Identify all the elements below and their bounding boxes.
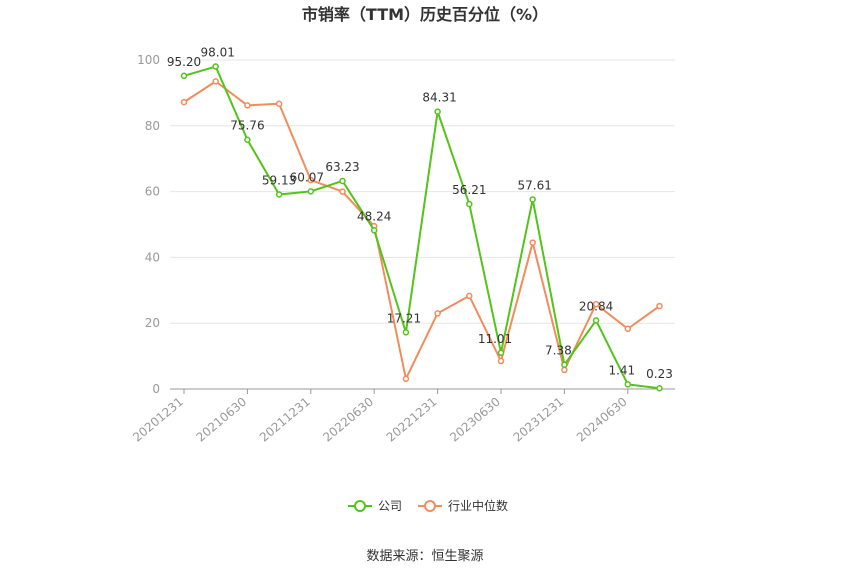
point-series-1 bbox=[434, 310, 441, 317]
point-series-1 bbox=[244, 102, 251, 109]
point-series-0 bbox=[656, 384, 663, 392]
point-series-0 bbox=[307, 188, 315, 195]
data-label: 20.84 bbox=[579, 299, 613, 313]
data-label: 56.21 bbox=[452, 183, 486, 197]
point-series-1 bbox=[275, 100, 283, 108]
data-label: 98.01 bbox=[201, 46, 235, 60]
point-series-1 bbox=[656, 302, 663, 310]
legend-label: 公司 bbox=[378, 499, 402, 513]
point-series-1 bbox=[529, 239, 536, 246]
point-series-1 bbox=[212, 78, 219, 85]
y-tick-label: 20 bbox=[145, 316, 160, 330]
point-series-0 bbox=[180, 72, 188, 80]
data-label: 63.23 bbox=[325, 160, 359, 174]
grid bbox=[170, 59, 675, 324]
data-label: 75.76 bbox=[230, 119, 264, 133]
point-series-1 bbox=[339, 188, 346, 195]
y-tick-label: 100 bbox=[137, 53, 160, 67]
point-series-1 bbox=[624, 325, 632, 333]
point-series-1 bbox=[497, 357, 505, 365]
point-series-0 bbox=[466, 200, 473, 208]
source-note: 数据来源：恒生聚源 bbox=[366, 549, 483, 564]
legend-marker bbox=[354, 500, 366, 512]
point-series-0 bbox=[370, 227, 378, 234]
point-series-0 bbox=[402, 329, 410, 336]
y-tick-label: 40 bbox=[145, 250, 160, 264]
legend[interactable]: 公司 行业中位数 bbox=[348, 498, 508, 513]
x-tick-label: 20220630 bbox=[320, 395, 376, 445]
point-series-0 bbox=[529, 196, 536, 203]
series-layer bbox=[180, 63, 663, 392]
series-line-1 bbox=[183, 80, 661, 380]
y-axis: 0 20 40 60 80 100 bbox=[137, 53, 160, 396]
point-series-1 bbox=[307, 176, 315, 184]
series-line-0 bbox=[183, 65, 660, 390]
data-label: 84.31 bbox=[422, 91, 456, 105]
data-label: 48.24 bbox=[357, 209, 391, 223]
point-series-0 bbox=[212, 63, 219, 70]
chart-title: 市销率（TTM）历史百分位（%） bbox=[302, 5, 548, 24]
legend-item-0[interactable]: 公司 bbox=[348, 499, 402, 513]
data-label: 57.61 bbox=[518, 178, 552, 192]
point-series-1 bbox=[561, 366, 568, 374]
x-tick-label: 20201231 bbox=[130, 395, 186, 445]
point-series-0 bbox=[434, 108, 441, 115]
point-series-0 bbox=[244, 136, 251, 143]
data-label: 1.41 bbox=[608, 363, 635, 377]
data-label: 60.07 bbox=[290, 170, 324, 184]
y-tick-label: 60 bbox=[145, 185, 160, 199]
x-tick-label: 20230630 bbox=[447, 395, 503, 445]
y-tick-label: 0 bbox=[152, 382, 160, 396]
x-tick-label: 20210630 bbox=[194, 395, 250, 445]
legend-item-1[interactable]: 行业中位数 bbox=[418, 498, 508, 513]
point-series-1 bbox=[180, 98, 188, 106]
point-series-0 bbox=[561, 361, 568, 368]
point-series-0 bbox=[497, 349, 505, 357]
data-label: 11.01 bbox=[478, 332, 512, 346]
legend-marker bbox=[424, 500, 436, 512]
data-label: 95.20 bbox=[167, 55, 201, 69]
x-tick-label: 20211231 bbox=[257, 395, 313, 445]
point-series-0 bbox=[339, 177, 346, 185]
point-series-0 bbox=[275, 191, 283, 198]
legend-label: 行业中位数 bbox=[448, 498, 508, 513]
x-tick-label: 20240630 bbox=[574, 395, 630, 445]
point-series-0 bbox=[592, 317, 600, 324]
point-series-1 bbox=[466, 292, 473, 300]
x-tick-label: 20231231 bbox=[511, 395, 567, 445]
data-label: 59.13 bbox=[262, 173, 296, 187]
x-tick-label: 20221231 bbox=[384, 395, 440, 445]
data-label: 0.23 bbox=[646, 367, 673, 381]
data-label: 17.21 bbox=[387, 311, 421, 325]
point-series-1 bbox=[592, 300, 600, 308]
point-series-1 bbox=[402, 375, 410, 383]
x-axis: 20201231 20210630 20211231 20220630 20221231… bbox=[130, 388, 675, 445]
data-label: 7.38 bbox=[545, 344, 572, 358]
point-series-0 bbox=[624, 381, 632, 388]
y-tick-label: 80 bbox=[145, 119, 160, 133]
